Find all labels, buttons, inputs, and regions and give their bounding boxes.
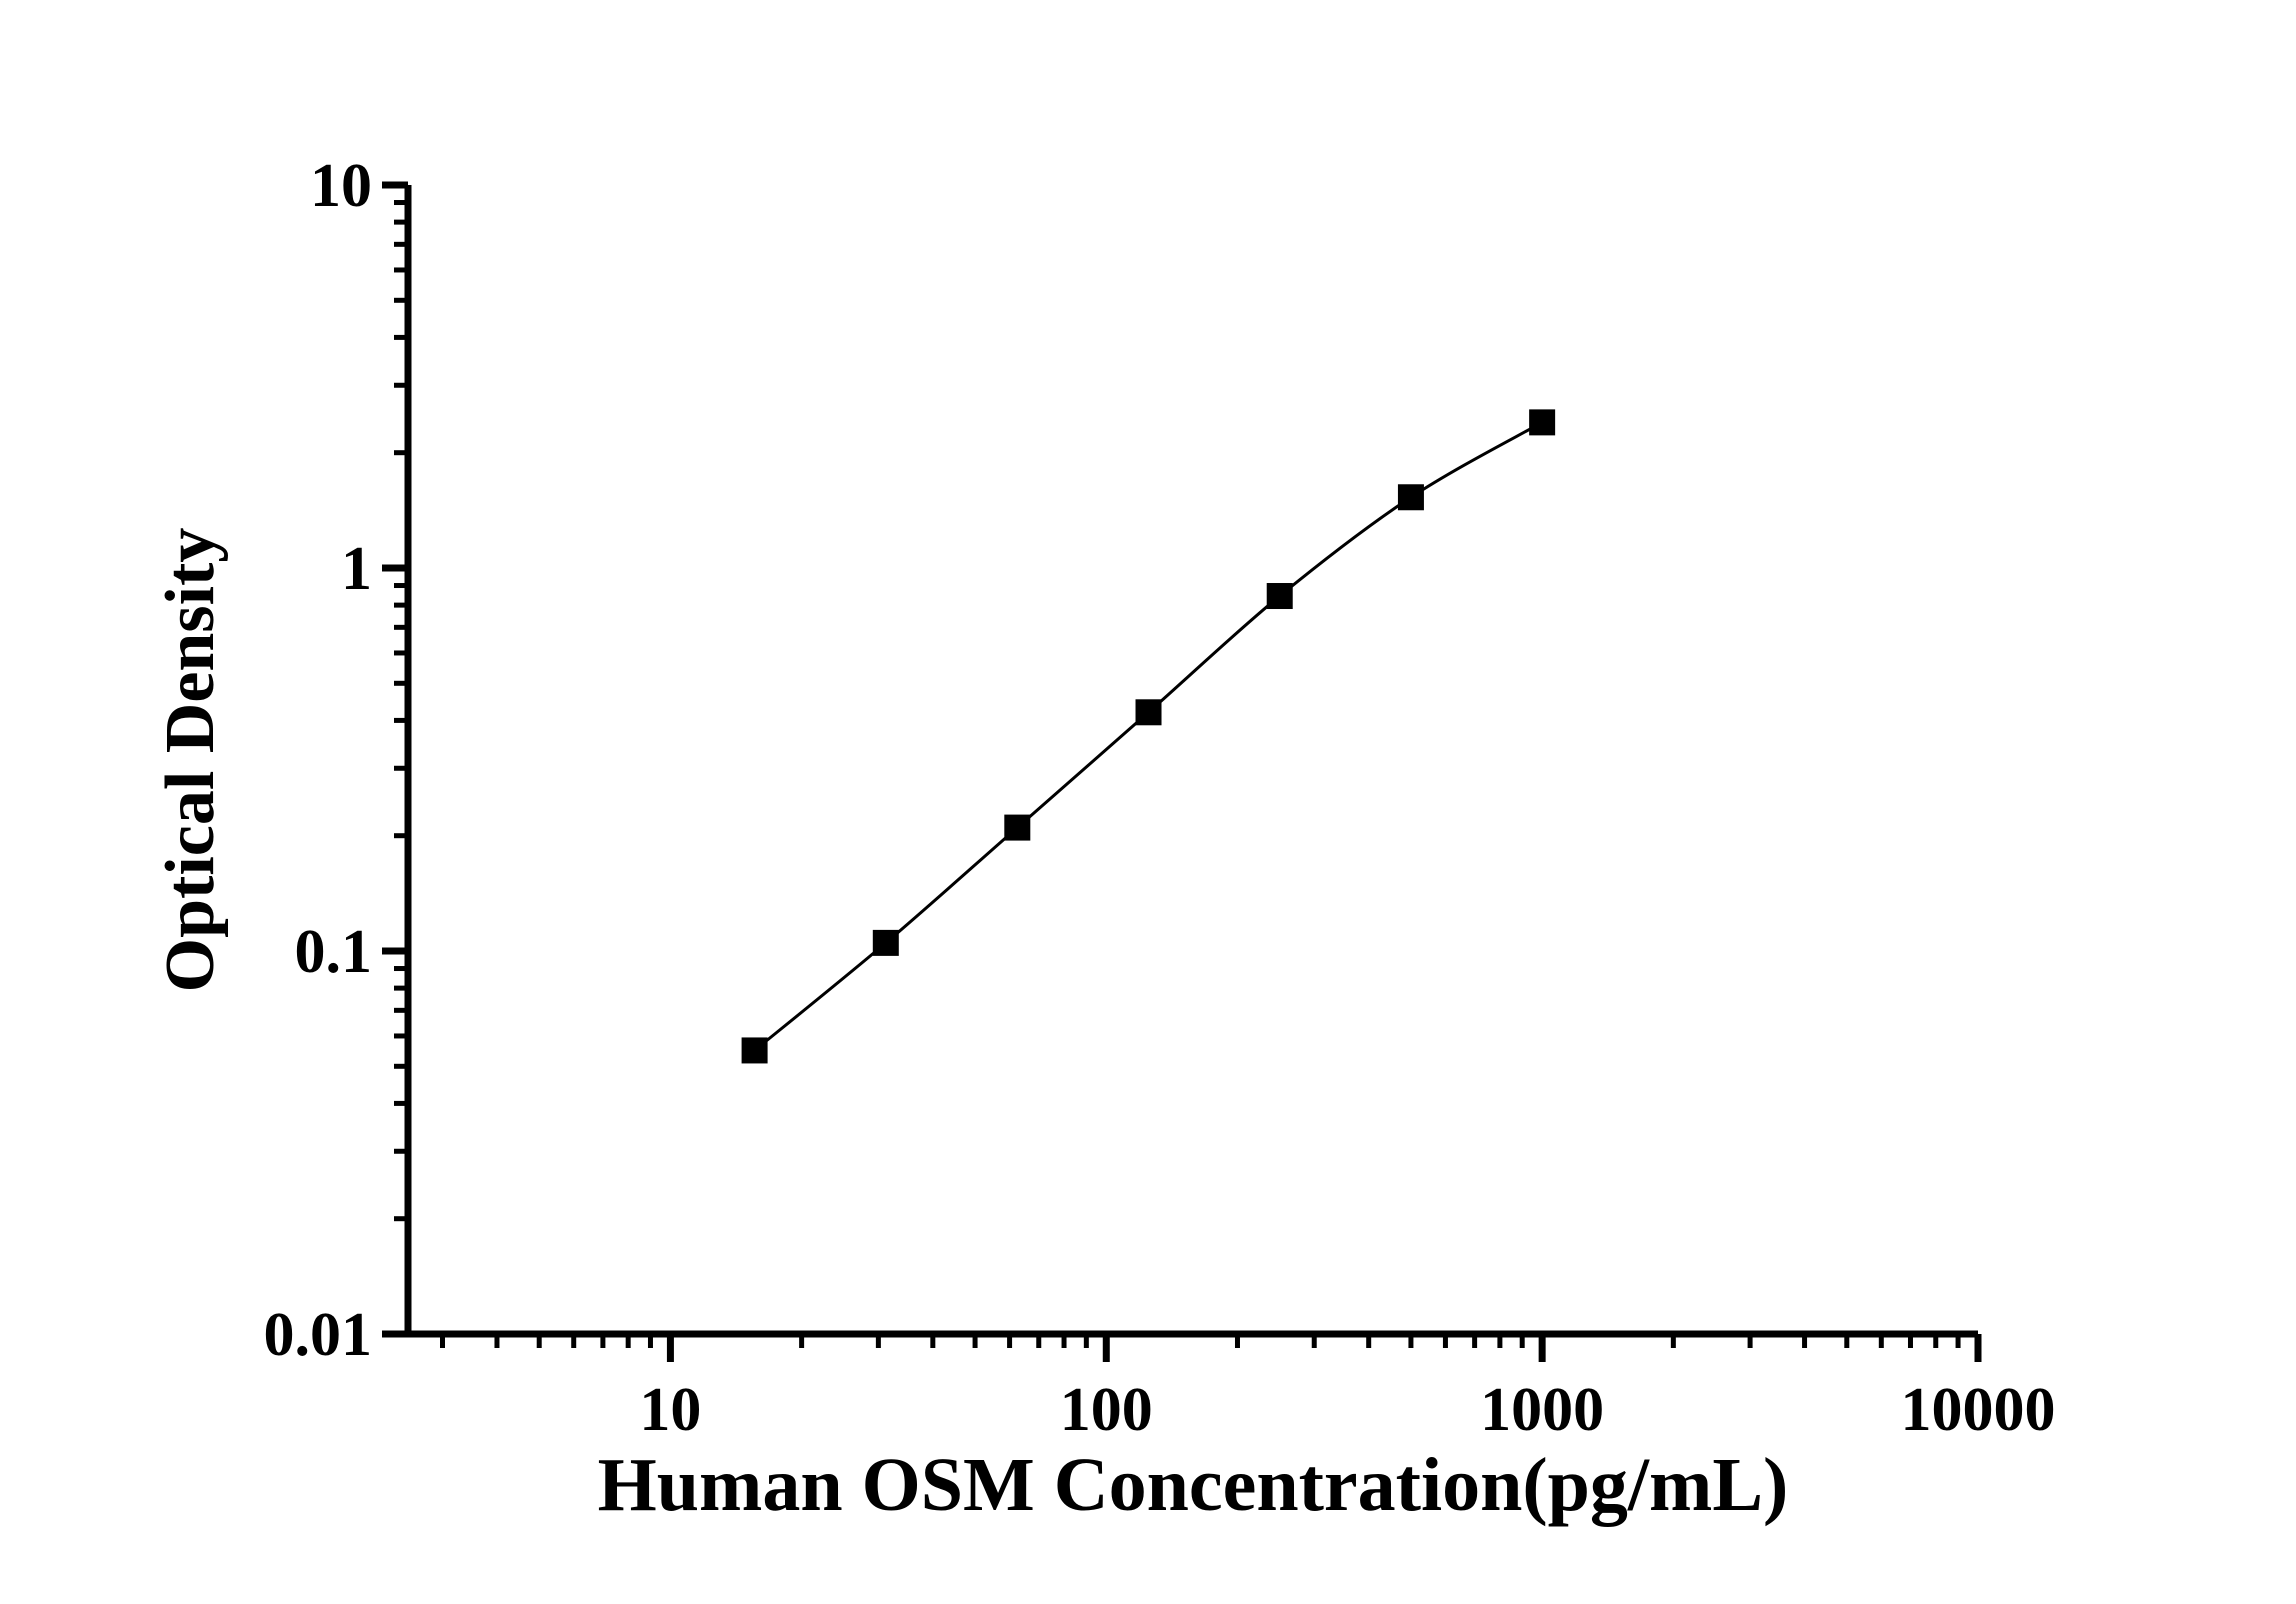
x-tick-label: 10 — [639, 1376, 701, 1444]
axis-spine — [404, 185, 1978, 1338]
x-tick-label: 100 — [1060, 1376, 1153, 1444]
y-tick-label: 10 — [310, 152, 372, 220]
x-axis-title: Human OSM Concentration(pg/mL) — [598, 1443, 1789, 1527]
y-tick-label: 1 — [341, 535, 372, 603]
x-tick-label: 10000 — [1901, 1376, 2056, 1444]
data-point-marker — [1529, 409, 1556, 436]
data-point-marker — [1266, 583, 1293, 610]
axis-tick-labels: 10 100 1000 10000 10 1 0.1 0.01 — [264, 152, 2056, 1444]
plot-axes — [404, 185, 1978, 1338]
standard-curve-line — [753, 421, 1543, 1052]
axis-ticks — [382, 181, 1982, 1362]
x-tick-label: 1000 — [1480, 1376, 1604, 1444]
data-series — [741, 409, 1556, 1064]
y-axis-title: Optical Density — [152, 528, 229, 993]
y-tick-label: 0.1 — [295, 918, 373, 986]
data-point-marker — [1004, 814, 1031, 841]
y-tick-label: 0.01 — [264, 1301, 373, 1369]
data-point-marker — [741, 1037, 768, 1064]
data-point-marker — [1397, 484, 1424, 511]
data-point-marker — [1135, 699, 1162, 726]
data-point-marker — [872, 929, 899, 956]
